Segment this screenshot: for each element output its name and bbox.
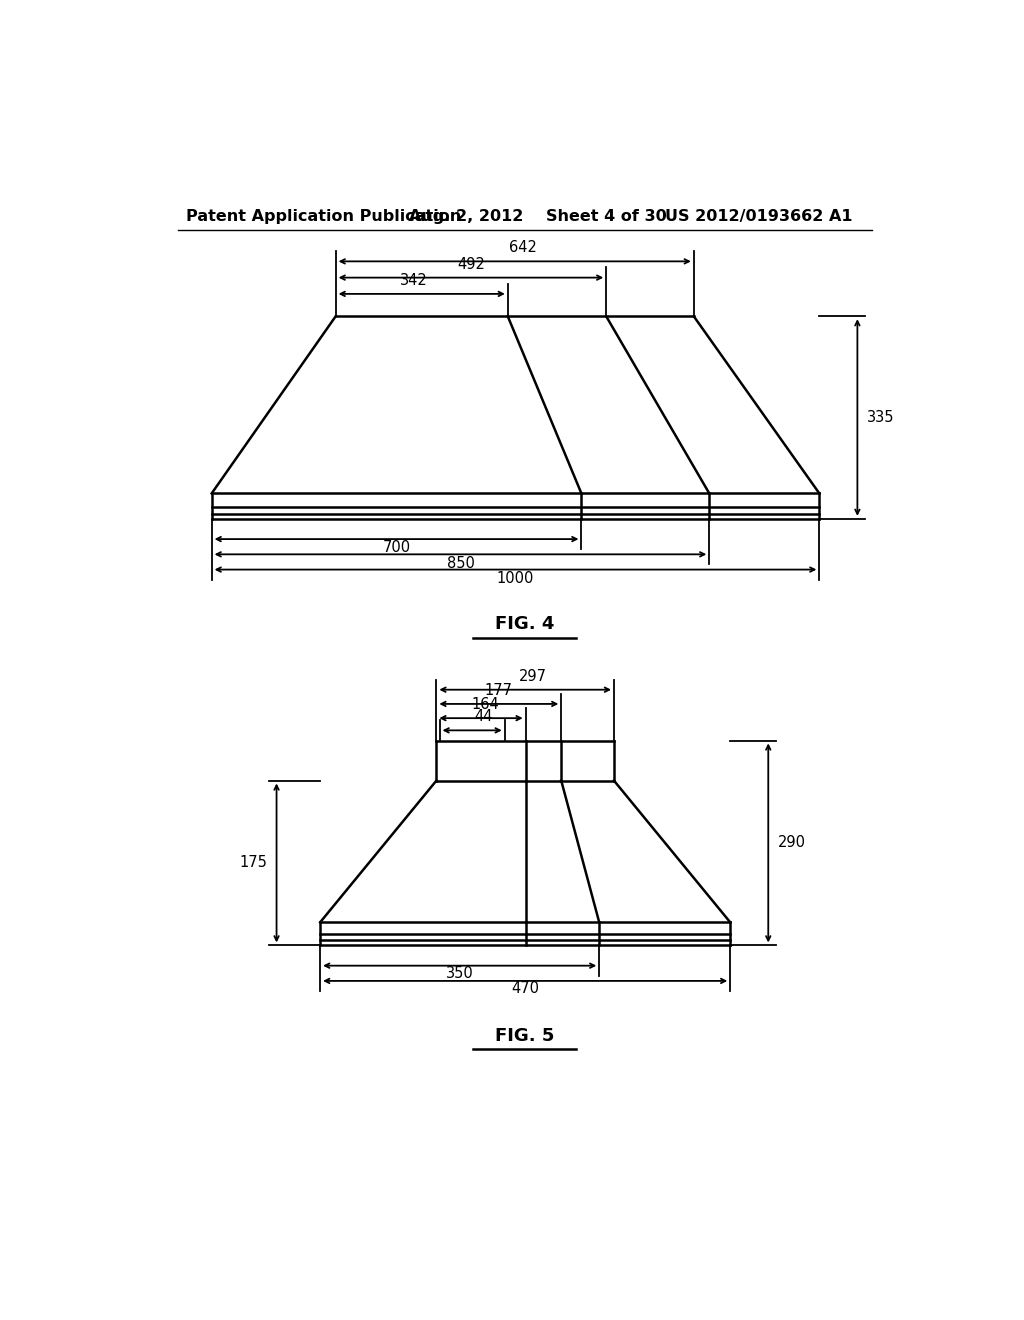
Text: Sheet 4 of 30: Sheet 4 of 30 <box>547 209 668 223</box>
Text: 177: 177 <box>484 682 513 698</box>
Text: 164: 164 <box>471 697 499 711</box>
Text: 335: 335 <box>867 411 894 425</box>
Text: 850: 850 <box>446 556 474 570</box>
Text: 175: 175 <box>240 855 267 870</box>
Text: 470: 470 <box>511 981 540 997</box>
Text: 297: 297 <box>519 669 547 684</box>
Text: Aug. 2, 2012: Aug. 2, 2012 <box>410 209 523 223</box>
Text: FIG. 4: FIG. 4 <box>496 615 554 634</box>
Text: 44: 44 <box>475 709 494 725</box>
Text: 1000: 1000 <box>497 570 535 586</box>
Text: 492: 492 <box>457 256 485 272</box>
Text: US 2012/0193662 A1: US 2012/0193662 A1 <box>665 209 853 223</box>
Text: 700: 700 <box>383 540 411 556</box>
Text: FIG. 5: FIG. 5 <box>496 1027 554 1044</box>
Text: 290: 290 <box>778 836 806 850</box>
Text: 342: 342 <box>400 273 428 288</box>
Text: 350: 350 <box>445 966 473 981</box>
Text: Patent Application Publication: Patent Application Publication <box>186 209 462 223</box>
Text: 642: 642 <box>509 240 537 255</box>
